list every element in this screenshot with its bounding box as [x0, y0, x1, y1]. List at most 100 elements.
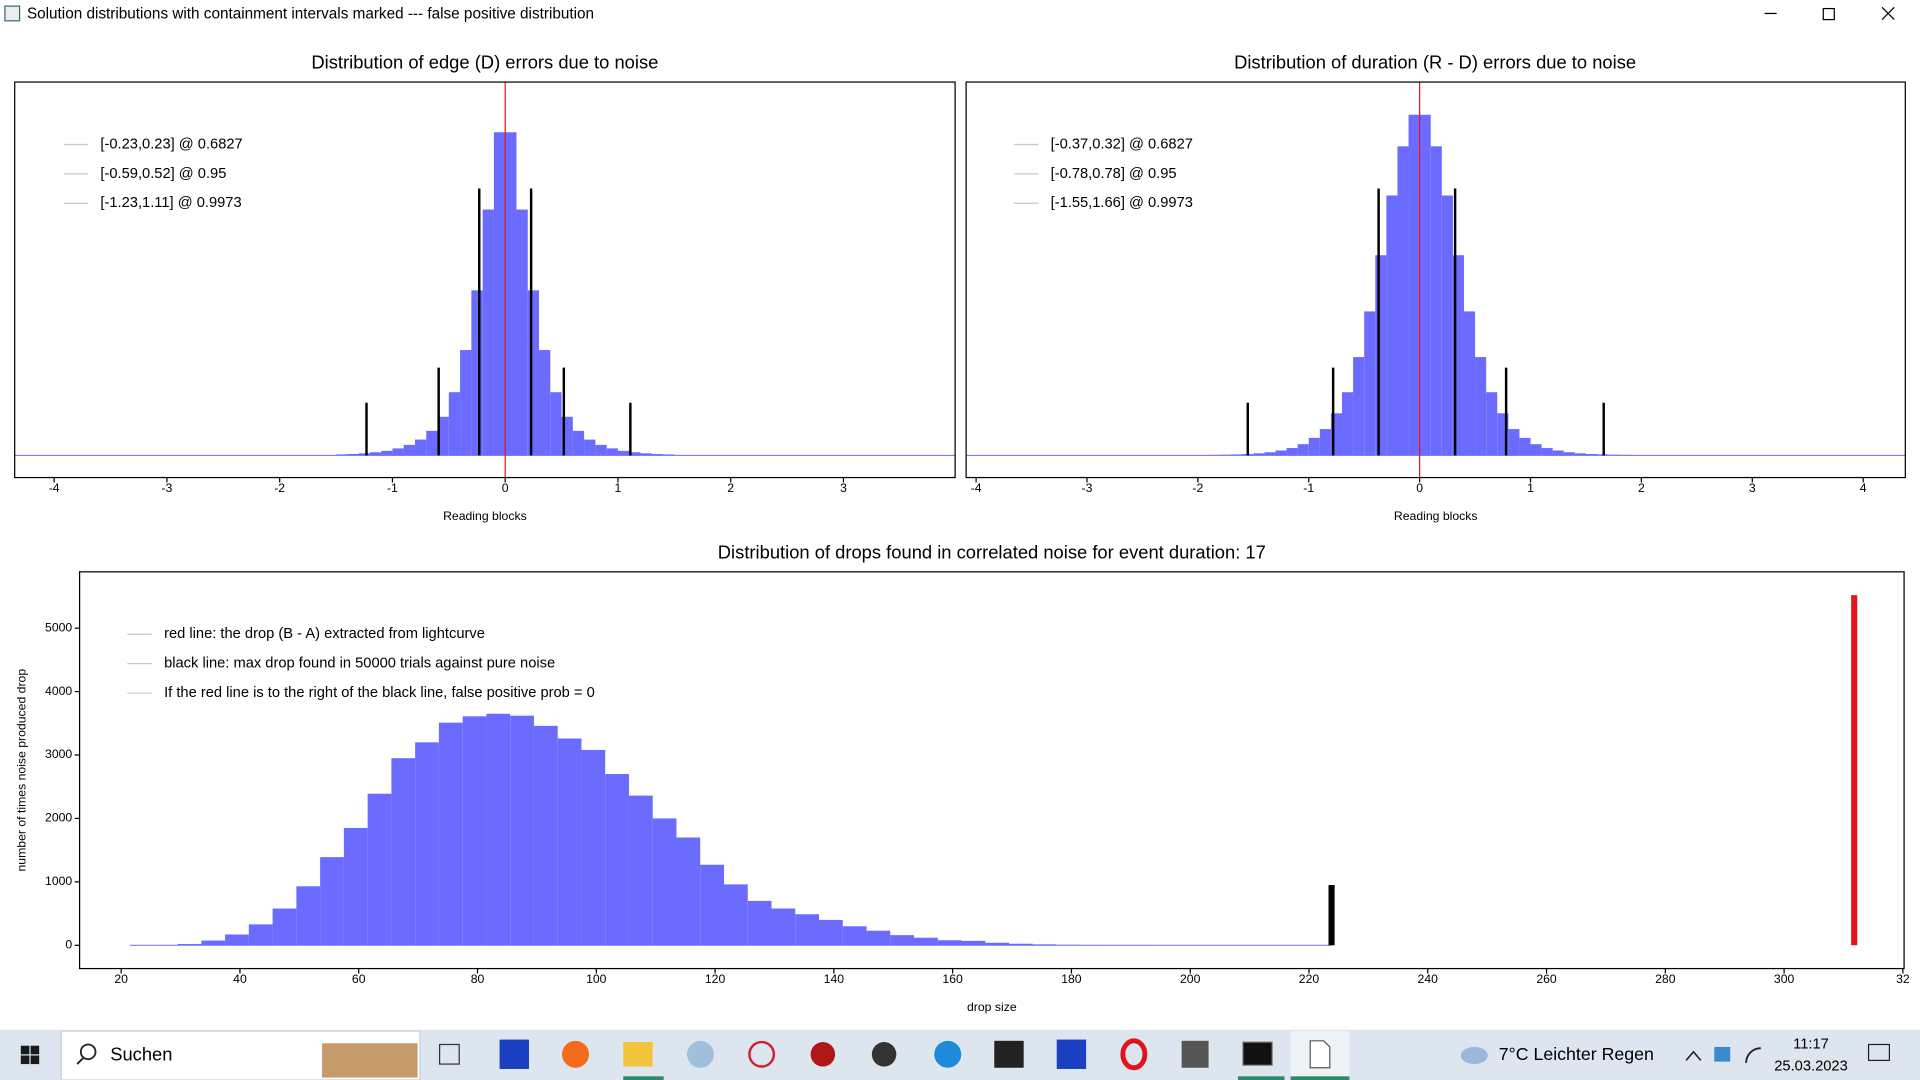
histogram-bar: [415, 742, 439, 946]
histogram-bar: [1375, 255, 1387, 456]
close-button[interactable]: [1881, 6, 1895, 21]
tray-expand[interactable]: [1685, 1050, 1702, 1061]
histogram-bar: [1056, 944, 1081, 946]
app-icon[interactable]: [623, 1042, 653, 1067]
histogram-bar: [1519, 437, 1531, 456]
histogram-bar: [1264, 452, 1276, 456]
histogram-bar: [663, 454, 675, 456]
app-icon[interactable]: [810, 1042, 836, 1067]
task-view[interactable]: [438, 1043, 460, 1065]
histogram-bar: [1541, 448, 1553, 456]
x-tick-label: 120: [705, 972, 726, 986]
weather-text[interactable]: 7°C Leichter Regen: [1499, 1044, 1654, 1064]
x-tick-label: 40: [233, 972, 247, 986]
x-tick-label: 0: [502, 481, 509, 495]
running-indicator: [1237, 1076, 1285, 1080]
histogram-bar: [248, 924, 273, 946]
tray-icon[interactable]: [1714, 1046, 1731, 1062]
histogram-bar: [369, 452, 382, 456]
plot-area: [14, 82, 956, 478]
histogram-bar: [890, 935, 915, 946]
plot-frame: [78, 571, 1905, 970]
histogram-bar: [462, 716, 487, 946]
x-tick-label: 3: [840, 481, 847, 495]
app-icon[interactable]: [686, 1040, 714, 1068]
chart-title: Distribution of edge (D) errors due to n…: [311, 52, 658, 73]
histogram-bar: [510, 715, 534, 946]
histogram-bar: [336, 454, 348, 456]
histogram-bar: [795, 914, 820, 946]
start-button[interactable]: [20, 1045, 40, 1065]
plot-frame: [965, 81, 1906, 479]
histogram-bar: [985, 942, 1010, 946]
histogram-bar: [403, 444, 415, 456]
app-icon[interactable]: [748, 1040, 776, 1068]
histogram-bar: [1463, 311, 1476, 456]
search-icon: [76, 1057, 84, 1065]
x-tick-label: 0: [1416, 481, 1423, 495]
histogram-bar: [296, 886, 321, 946]
histogram-bar: [1364, 311, 1376, 456]
clock-time[interactable]: 11:17: [1793, 1036, 1829, 1052]
histogram-bar: [1297, 444, 1309, 456]
histogram-bar: [177, 944, 202, 946]
histogram-bar: [1508, 429, 1520, 456]
x-tick-label: -1: [387, 481, 398, 495]
plot-area: [130, 595, 1858, 946]
histogram-bar: [640, 453, 652, 456]
histogram-bar: [572, 430, 585, 456]
legend-label: red line: the drop (B - A) extracted fro…: [164, 626, 485, 642]
x-tick-label: 240: [1418, 972, 1439, 986]
histogram-bar: [482, 209, 494, 456]
app-icon[interactable]: [871, 1042, 897, 1067]
histogram-bar: [516, 209, 528, 456]
app-icon[interactable]: [499, 1039, 529, 1069]
weather-icon: [1460, 1046, 1488, 1065]
histogram-bar: [1497, 413, 1509, 456]
search-text: Suchen: [110, 1043, 172, 1064]
app-icon[interactable]: [1181, 1040, 1209, 1068]
y-tick-label: 5000: [45, 620, 72, 634]
search-image: [322, 1043, 418, 1078]
histogram-bar: [272, 908, 297, 946]
x-tick-label: 300: [1774, 972, 1795, 986]
notifications[interactable]: [1867, 1043, 1890, 1062]
app-icon[interactable]: [934, 1040, 962, 1068]
histogram-bar: [527, 290, 540, 456]
histogram-bar: [1397, 146, 1409, 456]
x-tick-label: 220: [1299, 972, 1320, 986]
app-icon[interactable]: [1242, 1041, 1273, 1066]
histogram-bar: [533, 725, 558, 946]
histogram-bar: [771, 908, 796, 946]
histogram-bar: [343, 827, 368, 946]
window-title: Solution distributions with containment …: [27, 6, 594, 23]
histogram-bar: [747, 900, 772, 946]
app-icon[interactable]: [1056, 1039, 1087, 1069]
histogram-bar: [1220, 454, 1232, 456]
histogram-bar: [391, 758, 416, 946]
histogram-bar: [1552, 450, 1564, 456]
histogram-bar: [581, 749, 606, 946]
restore-button[interactable]: [1822, 7, 1835, 21]
legend-label: [-0.23,0.23] @ 0.6827: [100, 136, 242, 152]
histogram-bar: [652, 818, 677, 946]
legend-label: [-1.23,1.11] @ 0.9973: [100, 195, 241, 211]
histogram-bar: [914, 937, 938, 946]
histogram-bar: [1231, 454, 1243, 456]
x-tick-label: 140: [824, 972, 845, 986]
app-icon: [4, 5, 21, 22]
x-axis-label: drop size: [967, 1000, 1017, 1014]
histogram-bar: [392, 448, 404, 456]
wifi-icon[interactable]: [1745, 1047, 1761, 1063]
histogram-bar: [1608, 454, 1620, 456]
app-icon[interactable]: [1120, 1038, 1148, 1071]
app-icon[interactable]: [994, 1040, 1024, 1068]
app-icon[interactable]: [562, 1040, 589, 1068]
clock-date[interactable]: 25.03.2023: [1774, 1058, 1848, 1074]
app-icon[interactable]: [1309, 1040, 1331, 1069]
title-bar: [0, 0, 1920, 30]
taskbar-icons[interactable]: [438, 1031, 1350, 1080]
histogram-bar: [1286, 448, 1298, 456]
histogram-bar: [1441, 195, 1453, 456]
